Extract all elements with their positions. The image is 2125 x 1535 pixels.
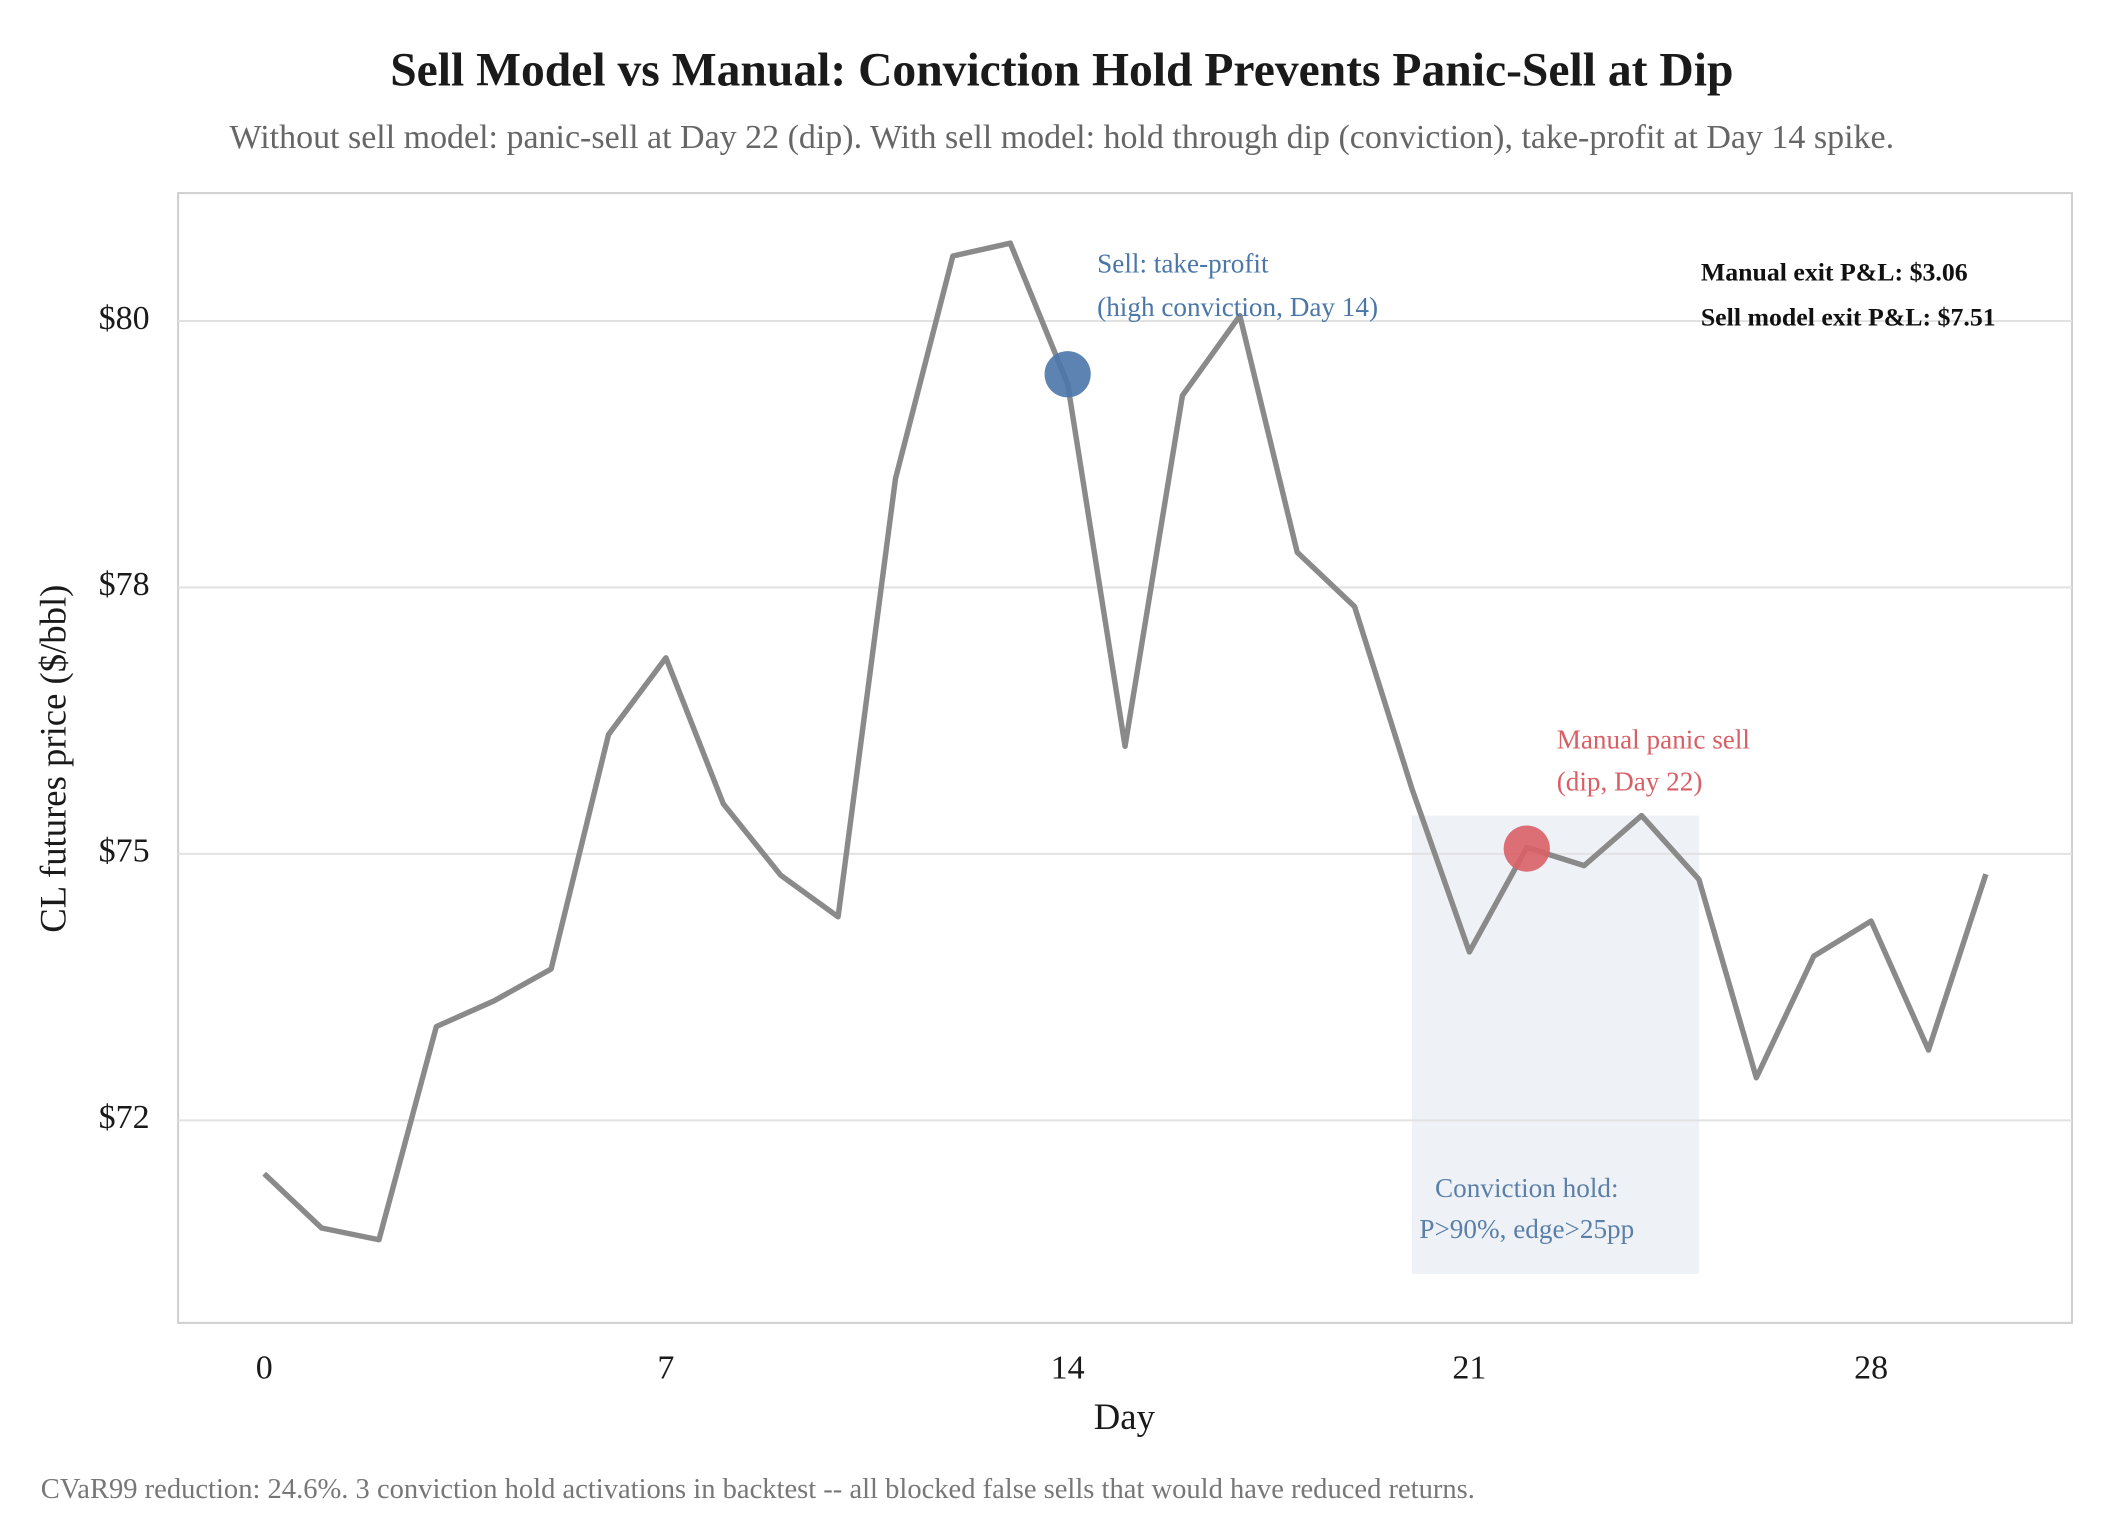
conviction-span bbox=[1411, 815, 1699, 1274]
annotation: P>90%, edge>25pp bbox=[1419, 1214, 1634, 1244]
annotation: Manual panic sell bbox=[1557, 725, 1751, 755]
x-tick-label: 28 bbox=[1854, 1349, 1888, 1386]
plot-frame bbox=[177, 192, 2073, 1324]
x-tick-label: 14 bbox=[1051, 1349, 1085, 1386]
x-tick-label: 7 bbox=[657, 1349, 674, 1386]
y-axis-label: CL futures price ($/bbl) bbox=[33, 585, 74, 933]
chart-subtitle: Without sell model: panic-sell at Day 22… bbox=[230, 119, 1895, 156]
y-tick-label: $75 bbox=[99, 833, 150, 870]
annotation: Manual exit P&L: $3.06 bbox=[1701, 258, 1968, 287]
footnote: CVaR99 reduction: 24.6%. 3 conviction ho… bbox=[41, 1474, 1475, 1505]
x-tick-label: 0 bbox=[256, 1349, 273, 1386]
x-tick-label: 21 bbox=[1452, 1349, 1486, 1386]
annotation: Sell: take-profit bbox=[1097, 249, 1269, 279]
exit-marker bbox=[1503, 825, 1550, 872]
exit-marker bbox=[1044, 351, 1091, 398]
price-line bbox=[262, 240, 1989, 1243]
y-tick-label: $72 bbox=[99, 1099, 150, 1136]
y-tick-label: $78 bbox=[99, 566, 150, 603]
y-tick-label: $80 bbox=[99, 300, 150, 337]
annotation: Sell model exit P&L: $7.51 bbox=[1701, 302, 1996, 331]
annotation: Conviction hold: bbox=[1435, 1173, 1619, 1203]
annotation: (high conviction, Day 14) bbox=[1097, 292, 1378, 322]
chart-title: Sell Model vs Manual: Conviction Hold Pr… bbox=[390, 45, 1733, 97]
x-axis-label: Day bbox=[1094, 1396, 1156, 1437]
annotation: (dip, Day 22) bbox=[1557, 767, 1703, 797]
